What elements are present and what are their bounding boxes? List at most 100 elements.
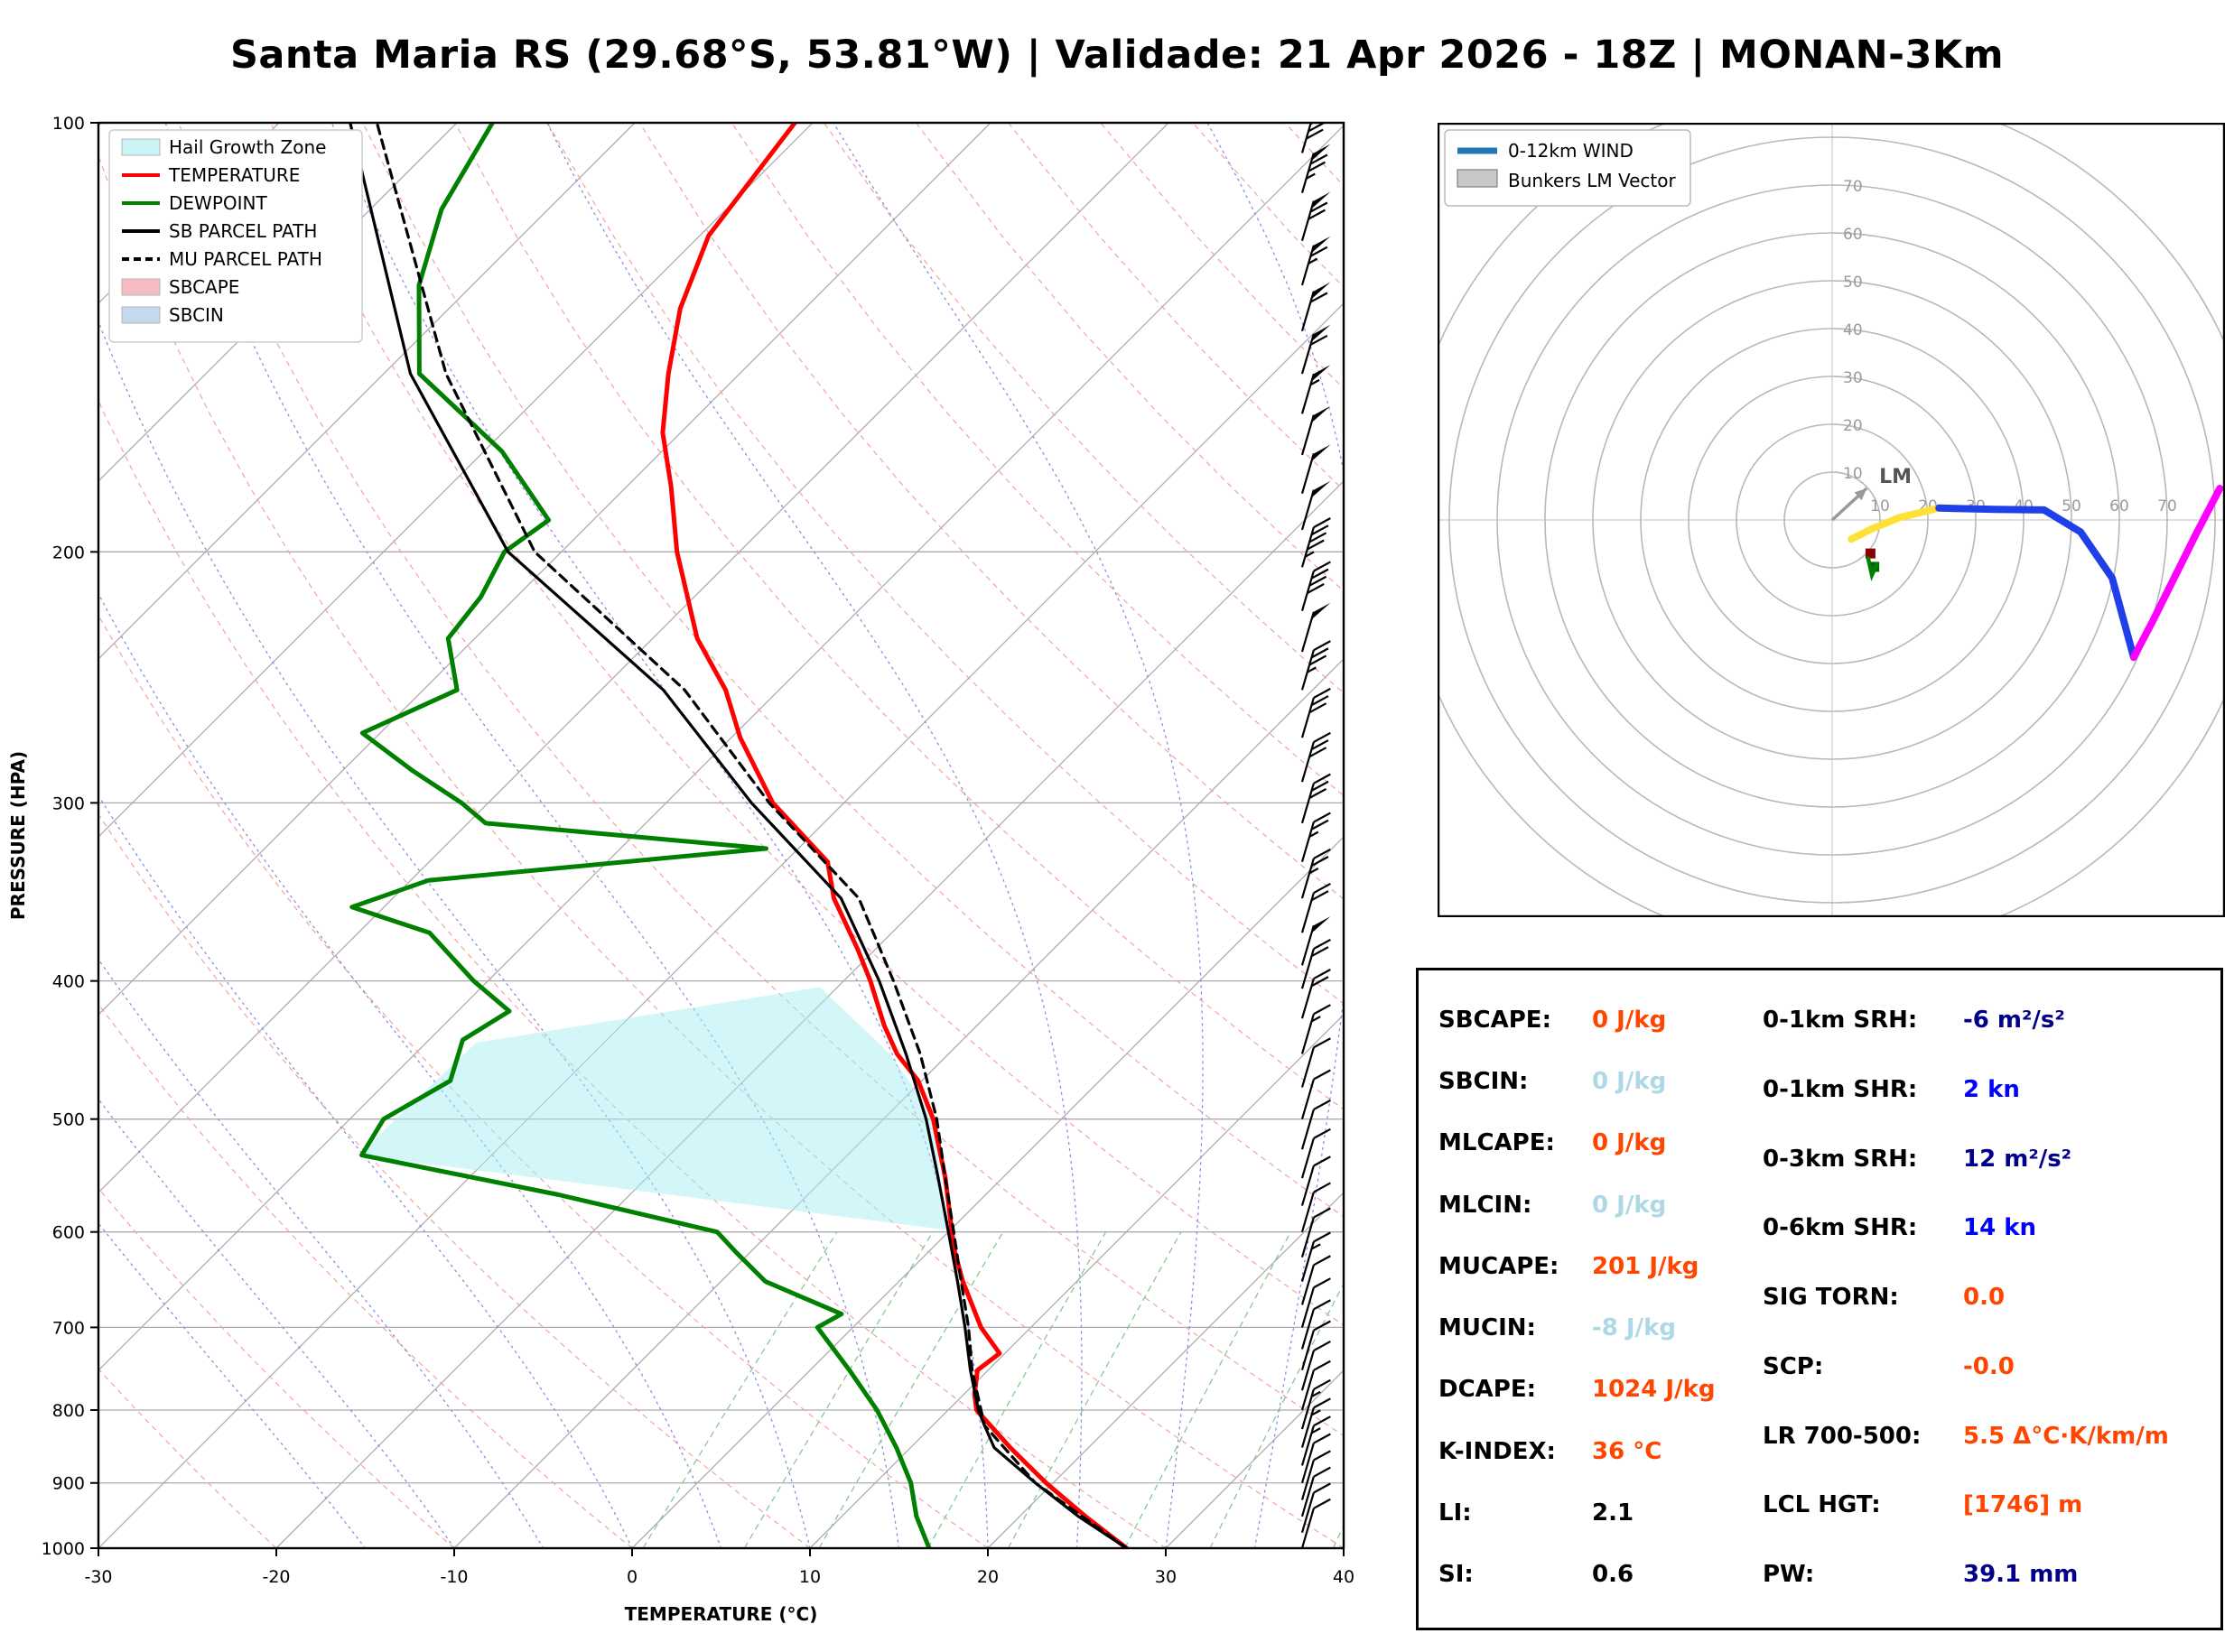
svg-text:40: 40	[1843, 321, 1863, 339]
index-row: 0-3km SRH: 12 m²/s²	[1763, 1146, 2220, 1173]
svg-text:60: 60	[1843, 226, 1863, 244]
index-label: SI:	[1438, 1560, 1474, 1588]
index-label: MLCIN:	[1438, 1191, 1532, 1219]
index-value: -0.0	[1963, 1352, 2015, 1380]
index-label: MLCAPE:	[1438, 1129, 1555, 1157]
svg-text:0-12km WIND: 0-12km WIND	[1508, 140, 1634, 162]
index-value: 0.0	[1963, 1284, 2006, 1311]
isotherm-gridlines	[98, 123, 1344, 1548]
index-row: K-INDEX: 36 °C	[1438, 1438, 1763, 1465]
sb-parcel-path-curve	[349, 123, 1129, 1548]
svg-text:-20: -20	[262, 1567, 290, 1587]
index-row: SBCIN: 0 J/kg	[1438, 1068, 1763, 1095]
index-label: SIG TORN:	[1763, 1284, 1899, 1311]
bunkers-lm-vector: LM	[1830, 466, 1912, 522]
y-axis-label: PRESSURE (HPA)	[7, 751, 29, 920]
index-label: LI:	[1438, 1499, 1472, 1527]
index-label: 0-1km SHR:	[1763, 1075, 1918, 1103]
indices-column-right: 0-1km SRH: -6 m²/s² 0-1km SHR: 2 kn 0-3km SR…	[1763, 970, 2220, 1628]
svg-text:SBCAPE: SBCAPE	[169, 276, 239, 298]
index-label: 0-3km SRH:	[1763, 1145, 1918, 1173]
index-value: 2.1	[1592, 1499, 1634, 1527]
index-value: 0 J/kg	[1592, 1191, 1667, 1219]
index-row: 0-6km SHR: 14 kn	[1763, 1214, 2220, 1241]
svg-text:30: 30	[1843, 369, 1863, 387]
svg-text:Hail Growth Zone: Hail Growth Zone	[169, 136, 326, 158]
svg-text:70: 70	[2157, 497, 2177, 515]
index-row: DCAPE: 1024 J/kg	[1438, 1376, 1763, 1403]
svg-text:700: 700	[52, 1318, 85, 1338]
skewt-plot-area	[98, 123, 1344, 1548]
svg-text:10: 10	[1843, 465, 1863, 483]
index-value: 0 J/kg	[1592, 1068, 1667, 1096]
index-label: SBCAPE:	[1438, 1007, 1551, 1034]
index-value: 12 m²/s²	[1963, 1145, 2072, 1173]
svg-text:50: 50	[2062, 497, 2081, 515]
index-label: PW:	[1763, 1561, 1815, 1588]
index-label: LR 700-500:	[1763, 1422, 1922, 1450]
index-row: SBCAPE: 0 J/kg	[1438, 1007, 1763, 1034]
index-label: LCL HGT:	[1763, 1491, 1881, 1519]
mixing-ratio-lines	[642, 1231, 1344, 1548]
index-value: 201 J/kg	[1592, 1252, 1699, 1280]
svg-text:600: 600	[52, 1223, 85, 1243]
index-row: LI: 2.1	[1438, 1499, 1763, 1527]
index-label: DCAPE:	[1438, 1376, 1536, 1404]
index-value: 2 kn	[1963, 1075, 2020, 1103]
svg-text:900: 900	[52, 1474, 85, 1494]
index-row: MUCIN: -8 J/kg	[1438, 1314, 1763, 1341]
svg-text:0: 0	[627, 1567, 638, 1587]
index-value: -6 m²/s²	[1963, 1007, 2065, 1034]
skewt-frame	[97, 121, 1345, 1550]
index-value: 36 °C	[1592, 1437, 1662, 1465]
index-value: 14 kn	[1963, 1214, 2037, 1242]
index-row: LR 700-500: 5.5 Δ°C·K/km/m	[1763, 1423, 2220, 1450]
svg-text:300: 300	[52, 794, 85, 813]
index-row: MLCIN: 0 J/kg	[1438, 1192, 1763, 1219]
svg-text:-10: -10	[440, 1567, 468, 1587]
indices-panel: SBCAPE: 0 J/kg SBCIN: 0 J/kg MLCAPE: 0 J/kg ML…	[1416, 968, 2223, 1630]
svg-text:TEMPERATURE: TEMPERATURE	[168, 164, 300, 186]
hodograph-legend: 0-12km WIND Bunkers LM Vector	[1444, 129, 1691, 207]
svg-text:MU PARCEL PATH: MU PARCEL PATH	[169, 248, 322, 270]
index-label: MUCAPE:	[1438, 1252, 1559, 1280]
svg-text:40: 40	[1333, 1567, 1354, 1587]
index-row: MUCAPE: 201 J/kg	[1438, 1253, 1763, 1280]
temperature-curve	[660, 123, 1130, 1548]
index-value: 0 J/kg	[1592, 1129, 1667, 1157]
wind-barbs	[1300, 123, 1331, 1548]
svg-text:10: 10	[799, 1567, 821, 1587]
index-row: LCL HGT: [1746] m	[1763, 1491, 2220, 1518]
storm-motion-markers	[1865, 548, 1880, 581]
svg-text:20: 20	[977, 1567, 999, 1587]
index-row: SI: 0.6	[1438, 1561, 1763, 1588]
index-label: MUCIN:	[1438, 1314, 1536, 1342]
svg-text:SB PARCEL PATH: SB PARCEL PATH	[169, 220, 317, 242]
index-value: [1746] m	[1963, 1491, 2083, 1519]
hail-growth-zone	[358, 987, 947, 1230]
index-row: 0-1km SHR: 2 kn	[1763, 1076, 2220, 1103]
svg-text:1000: 1000	[42, 1539, 85, 1559]
svg-text:DEWPOINT: DEWPOINT	[169, 192, 267, 214]
index-value: 0 J/kg	[1592, 1007, 1667, 1034]
index-label: K-INDEX:	[1438, 1437, 1556, 1465]
svg-text:400: 400	[52, 972, 85, 992]
index-value: 39.1 mm	[1963, 1561, 2079, 1588]
svg-text:30: 30	[1155, 1567, 1177, 1587]
dewpoint-curve	[349, 123, 932, 1548]
svg-text:200: 200	[52, 543, 85, 562]
hodograph-frame	[1438, 123, 2225, 917]
index-label: SCP:	[1763, 1352, 1824, 1380]
index-value: 1024 J/kg	[1592, 1376, 1716, 1404]
svg-text:70: 70	[1843, 178, 1863, 196]
svg-text:500: 500	[52, 1110, 85, 1130]
svg-text:Bunkers LM Vector: Bunkers LM Vector	[1508, 170, 1677, 191]
svg-text:10: 10	[1870, 497, 1890, 515]
svg-text:20: 20	[1843, 417, 1863, 435]
index-row: PW: 39.1 mm	[1763, 1561, 2220, 1588]
